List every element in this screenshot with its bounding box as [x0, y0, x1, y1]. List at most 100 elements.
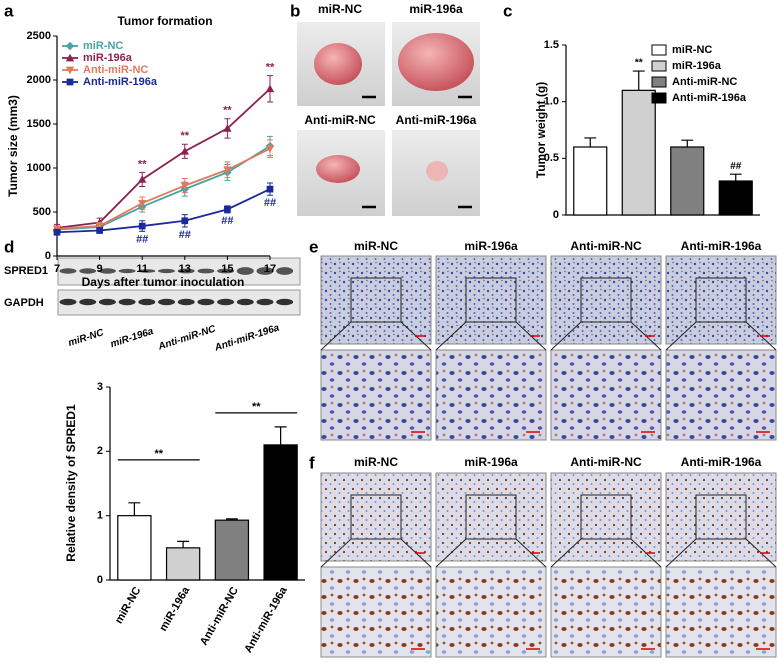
band: [59, 298, 77, 306]
legend-swatch: [651, 92, 667, 104]
micrograph-zoom: [435, 349, 547, 441]
y-tick-label: 0: [97, 574, 103, 586]
blot-row-label: SPRED1: [4, 265, 48, 277]
tumor: [426, 161, 448, 181]
legend-label: miR-196a: [83, 52, 133, 64]
legend-label: miR-196a: [672, 60, 722, 72]
bar: [573, 146, 608, 216]
annotation: ##: [136, 233, 148, 245]
band: [98, 268, 116, 274]
marker: [138, 175, 147, 183]
y-axis-label: Tumor weight (g): [534, 82, 548, 178]
band: [236, 267, 254, 275]
marker: [65, 66, 75, 75]
marker: [223, 166, 232, 174]
x-tick-label: 13: [179, 263, 191, 275]
y-tick-label: 1000: [27, 162, 51, 174]
micrograph-zoom: [435, 566, 547, 658]
zoom-box: [580, 494, 632, 540]
band: [217, 268, 235, 274]
marker: [224, 206, 231, 213]
band: [79, 268, 97, 274]
annotation: **: [181, 130, 190, 142]
band: [158, 268, 175, 274]
band: [138, 269, 156, 273]
y-tick-label: 1.0: [544, 96, 559, 108]
error-bar: [584, 137, 597, 147]
legend-label: miR-NC: [83, 40, 123, 52]
legend-label: Anti-miR-NC: [83, 64, 148, 76]
marker: [223, 124, 232, 132]
x-tick-label: miR-196a: [157, 584, 192, 633]
micrograph: [320, 472, 432, 562]
legend-label: Anti-miR-196a: [672, 92, 747, 104]
band: [79, 298, 97, 306]
zoom-box: [465, 277, 517, 323]
x-tick-label: Anti-miR-NC: [198, 585, 241, 648]
bar: [214, 519, 250, 581]
micrograph: [665, 472, 777, 562]
photo-label: Anti-miR-NC: [304, 113, 376, 127]
marker: [66, 78, 74, 86]
photo-label: miR-196a: [409, 2, 463, 16]
bar: [621, 89, 656, 216]
image-label: miR-196a: [464, 455, 518, 469]
y-tick-label: 1: [97, 510, 103, 522]
lane-label: miR-196a: [109, 326, 155, 350]
legend-swatch: [651, 44, 667, 56]
tumor: [316, 155, 360, 183]
micrograph-zoom: [665, 566, 777, 658]
zoom-box: [580, 277, 632, 323]
marker: [266, 185, 274, 193]
micrograph: [435, 255, 547, 345]
x-tick-label: 7: [54, 263, 60, 275]
panel-label: c: [503, 1, 512, 20]
annotation: **: [252, 401, 261, 413]
zoom-box: [695, 494, 747, 540]
x-tick-label: Anti-miR-196a: [242, 584, 290, 655]
series-line: [56, 147, 271, 230]
marker: [95, 222, 104, 231]
annotation: **: [266, 62, 275, 74]
photo-label: Anti-miR-196a: [396, 113, 477, 127]
tumor: [398, 33, 474, 91]
annotation: **: [154, 448, 163, 460]
y-tick-label: 1500: [27, 118, 51, 130]
band: [59, 268, 77, 274]
blot-row-label: GAPDH: [4, 297, 44, 309]
zoom-box: [695, 277, 747, 323]
panel-label: d: [4, 237, 14, 256]
band: [177, 298, 195, 306]
band: [177, 268, 195, 274]
error-bar: [274, 426, 287, 445]
x-tick-label: 9: [97, 263, 103, 275]
legend-label: miR-NC: [672, 44, 712, 56]
band: [118, 298, 136, 306]
zoom-box: [350, 277, 402, 323]
band: [197, 298, 215, 306]
panel-label: b: [290, 1, 300, 20]
band: [197, 268, 215, 274]
panel-b-photos: [297, 22, 480, 216]
bar: [670, 146, 705, 216]
image-label: Anti-miR-196a: [681, 455, 762, 469]
x-tick-label: 15: [221, 263, 233, 275]
band: [256, 298, 274, 306]
y-tick-label: 1.5: [544, 39, 559, 51]
micrograph-zoom: [665, 349, 777, 441]
western-blot: [57, 257, 301, 316]
ihc-images: [320, 255, 777, 658]
series-line: [56, 188, 271, 234]
chart-title: Tumor formation: [117, 14, 212, 28]
zoom-box: [465, 494, 517, 540]
y-tick-label: 500: [33, 206, 51, 218]
micrograph-zoom: [320, 349, 432, 441]
band: [276, 267, 294, 275]
y-tick-label: 2: [97, 445, 103, 457]
band: [158, 298, 175, 306]
micrograph: [550, 472, 662, 562]
image-label: miR-NC: [354, 239, 398, 253]
micrograph: [320, 255, 432, 345]
y-tick-label: 0: [553, 209, 559, 221]
